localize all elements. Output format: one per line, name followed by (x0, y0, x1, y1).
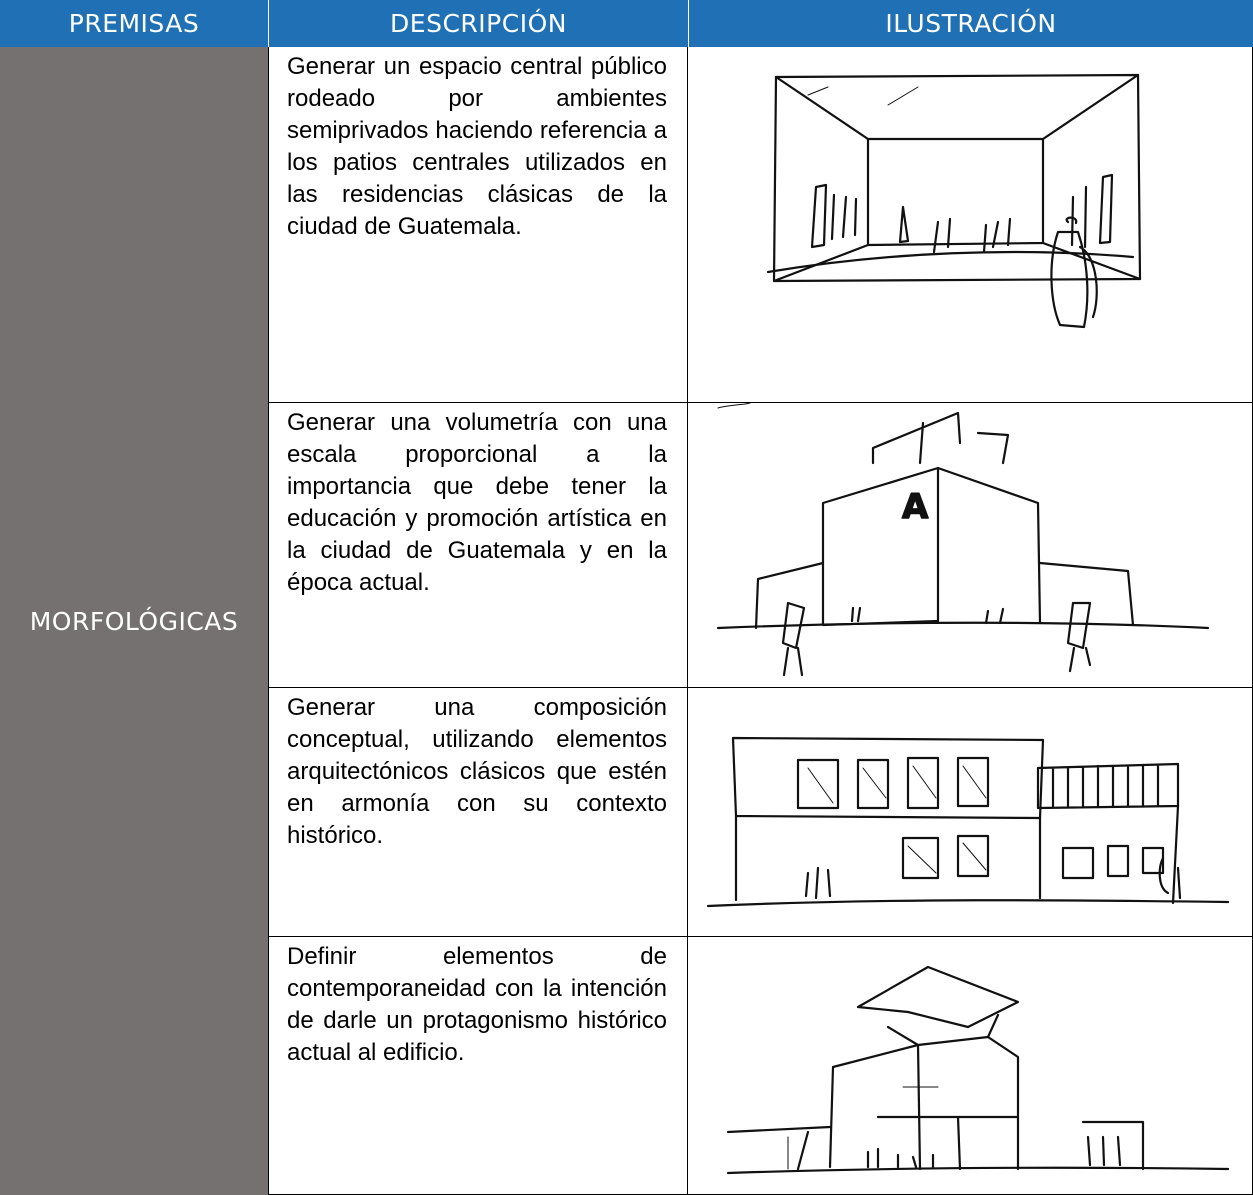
illustration (688, 47, 1253, 403)
description: Generar una composición conceptual, util… (268, 688, 688, 937)
illustration (688, 688, 1253, 937)
header-cell: DESCRIPCIÓN (268, 0, 688, 47)
header-cell: ILUSTRACIÓN (688, 0, 1253, 47)
header-cell: PREMISAS (0, 0, 268, 47)
description: Generar un espacio central público rodea… (268, 47, 688, 403)
sketch: A (716, 403, 1210, 677)
sketch (726, 965, 1230, 1175)
sketch (706, 736, 1230, 908)
sketch (766, 73, 1142, 329)
description: Generar una volumetría con una escala pr… (268, 403, 688, 688)
sketch-sign: A (902, 487, 929, 527)
description: Definir elementos de contemporaneidad co… (268, 937, 688, 1195)
illustration: A (688, 403, 1253, 688)
category-cell: MORFOLÓGICAS (0, 47, 268, 1195)
illustration (688, 937, 1253, 1195)
